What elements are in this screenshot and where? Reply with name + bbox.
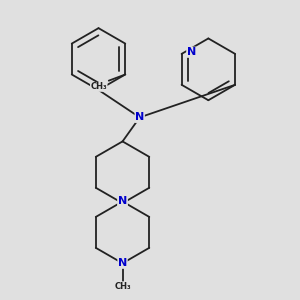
Text: N: N bbox=[118, 258, 127, 268]
Text: CH₃: CH₃ bbox=[114, 282, 131, 291]
Text: N: N bbox=[118, 196, 127, 206]
Text: N: N bbox=[187, 47, 196, 57]
Text: N: N bbox=[135, 112, 144, 122]
Text: N: N bbox=[118, 198, 127, 208]
Text: CH₃: CH₃ bbox=[91, 82, 107, 91]
